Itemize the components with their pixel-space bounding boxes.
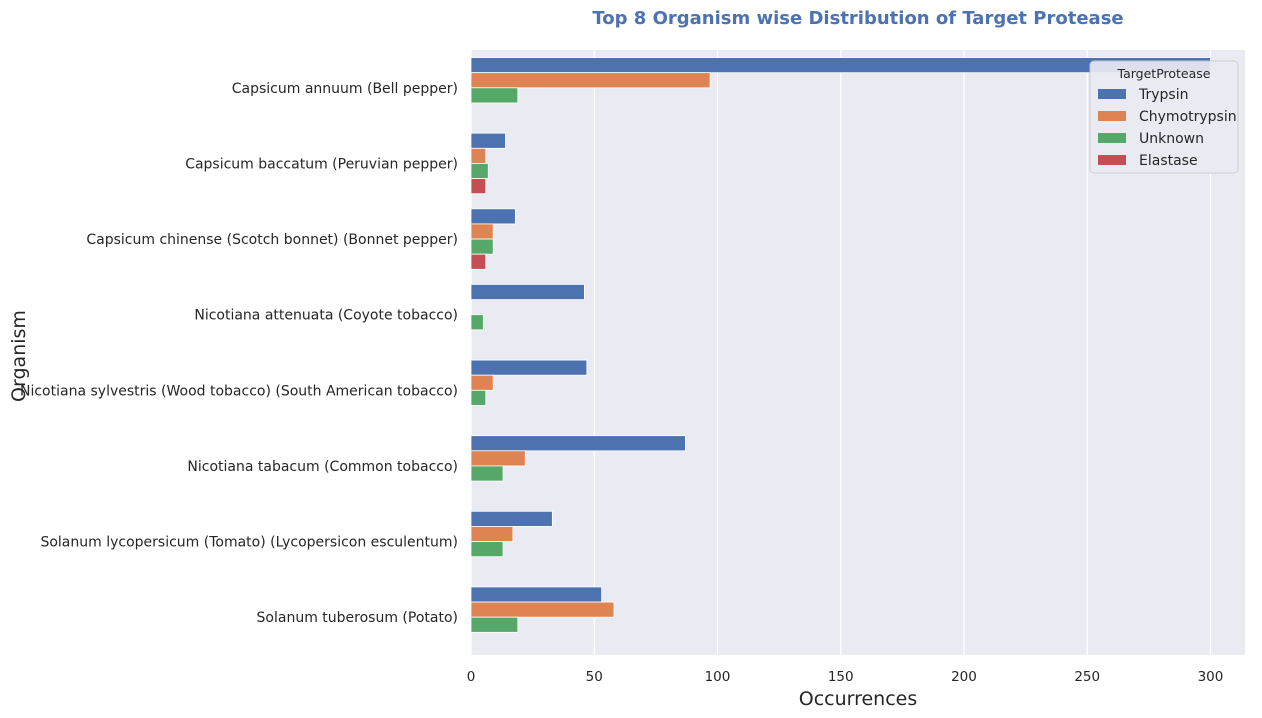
bar — [470, 147, 487, 164]
bar — [470, 389, 487, 406]
category-label: Nicotiana tabacum (Common tobacco) — [187, 459, 458, 475]
chart-title: Top 8 Organism wise Distribution of Targ… — [592, 8, 1123, 29]
bar — [470, 435, 686, 452]
bar — [470, 526, 514, 542]
legend-swatch — [1098, 133, 1126, 143]
x-tick-label: 300 — [1198, 669, 1224, 685]
category-label: Capsicum annuum (Bell pepper) — [232, 81, 458, 97]
legend-label: Unknown — [1139, 131, 1204, 147]
bar — [470, 72, 711, 89]
category-label: Nicotiana sylvestris (Wood tobacco) (Sou… — [20, 383, 458, 399]
x-tick-labels: 0 50 100 150 200 250 300 — [467, 669, 1224, 685]
legend-swatch — [1098, 155, 1126, 165]
bar — [470, 616, 519, 633]
bar — [470, 586, 603, 603]
x-axis-title: Occurrences — [799, 688, 918, 710]
bar — [470, 253, 487, 270]
x-tick-label: 250 — [1074, 669, 1100, 685]
bars — [470, 57, 1211, 633]
bar — [470, 87, 519, 104]
legend-label: Trypsin — [1138, 87, 1188, 103]
bar — [470, 238, 494, 255]
legend-label: Elastase — [1139, 153, 1198, 169]
legend-items: Trypsin Chymotrypsin Unknown Elastase — [1098, 87, 1237, 169]
category-label: Capsicum baccatum (Peruvian pepper) — [185, 156, 458, 172]
bar — [470, 374, 494, 391]
bar — [470, 541, 504, 558]
x-tick-label: 50 — [586, 669, 603, 685]
bar — [470, 208, 516, 225]
x-tick-label: 0 — [467, 669, 476, 685]
bar — [470, 132, 506, 149]
bar — [470, 465, 504, 482]
bar — [470, 284, 585, 300]
category-label: Solanum lycopersicum (Tomato) (Lycopersi… — [40, 535, 458, 551]
y-axis-title: Organism — [8, 310, 30, 402]
legend-box — [1089, 60, 1239, 174]
legend-label: Chymotrypsin — [1139, 109, 1237, 125]
bar — [470, 223, 494, 240]
bar — [470, 163, 489, 179]
legend: TargetProtease Trypsin Chymotrypsin Unknow… — [1089, 60, 1239, 174]
x-tick-label: 200 — [951, 669, 977, 685]
x-tick-label: 100 — [705, 669, 731, 685]
category-label: Solanum tuberosum (Potato) — [257, 610, 458, 626]
legend-title: TargetProtease — [1117, 66, 1211, 81]
legend-swatch — [1098, 111, 1126, 121]
bar — [470, 314, 484, 331]
category-label: Capsicum chinense (Scotch bonnet) (Bonne… — [86, 232, 458, 248]
x-tick-label: 150 — [828, 669, 854, 685]
bar — [470, 601, 615, 618]
bar — [470, 359, 588, 376]
legend-swatch — [1098, 89, 1126, 99]
bar — [470, 510, 553, 527]
category-labels: Capsicum annuum (Bell pepper) Capsicum ba… — [20, 81, 458, 626]
bar — [470, 178, 487, 195]
category-label: Nicotiana attenuata (Coyote tobacco) — [194, 308, 458, 324]
bar — [470, 450, 526, 467]
